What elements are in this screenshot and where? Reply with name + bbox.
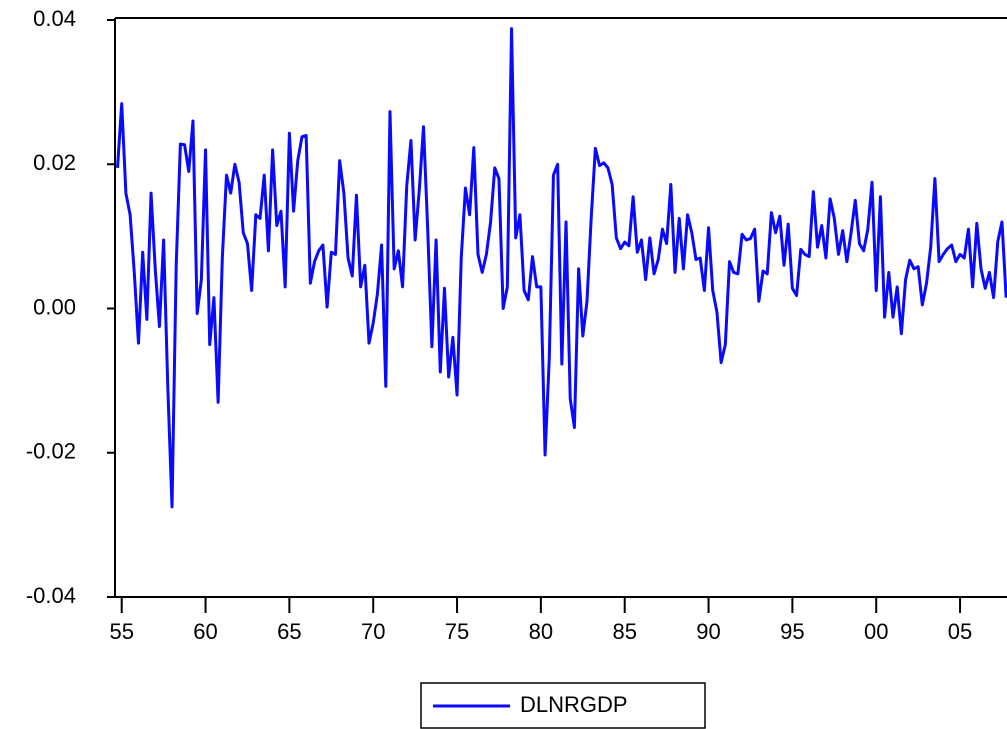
x-tick-label: 95 (780, 619, 804, 644)
axes: -0.04 -0.02 0.00 0.02 0.04 55 60 65 70 75 80 85 90 95… (26, 6, 972, 644)
x-tick-label: 05 (948, 619, 972, 644)
x-tick-label: 65 (277, 619, 301, 644)
x-tick-label: 90 (696, 619, 720, 644)
legend: DLNRGDP (420, 682, 706, 729)
series-line (116, 27, 1007, 509)
x-tick-label: 70 (361, 619, 385, 644)
x-tick-label: 85 (612, 619, 636, 644)
x-tick-label: 55 (109, 619, 133, 644)
y-tick-label: 0.00 (33, 294, 76, 319)
y-tick-label: -0.02 (26, 439, 76, 464)
x-tick-label: 75 (445, 619, 469, 644)
x-tick-label: 00 (864, 619, 888, 644)
x-tick-label: 80 (529, 619, 553, 644)
y-tick-label: 0.02 (33, 150, 76, 175)
plot (116, 27, 1007, 509)
y-tick-label: 0.04 (33, 6, 76, 31)
legend-label: DLNRGDP (520, 692, 628, 717)
y-tick-label: -0.04 (26, 583, 76, 608)
x-tick-label: 60 (193, 619, 217, 644)
